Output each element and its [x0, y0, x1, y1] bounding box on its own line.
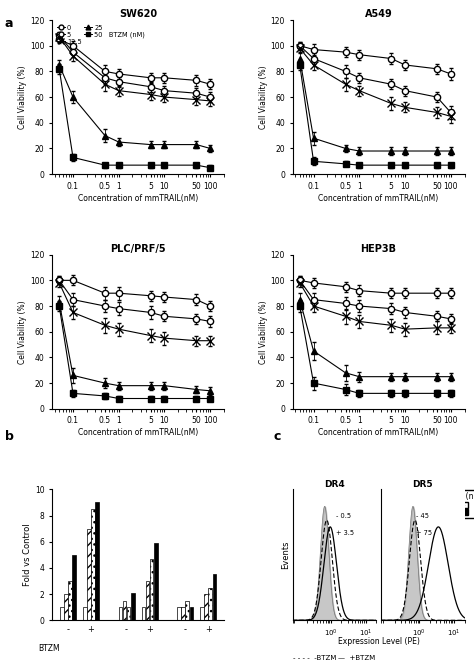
Bar: [204, 594, 208, 620]
Bar: [91, 509, 95, 620]
Title: DR4: DR4: [324, 480, 345, 488]
Legend: 0, 5, 12.5, 25, 50   BTZM (nM): 0, 5, 12.5, 25, 50 BTZM (nM): [55, 23, 146, 46]
Title: PLC/PRF/5: PLC/PRF/5: [110, 244, 166, 254]
Y-axis label: Fold vs Control: Fold vs Control: [23, 524, 32, 586]
Title: HEP3B: HEP3B: [361, 244, 397, 254]
Title: DR5: DR5: [412, 480, 433, 488]
Bar: [146, 581, 149, 620]
Text: - 0.5: - 0.5: [336, 513, 351, 519]
Bar: [209, 588, 212, 620]
Y-axis label: Cell Viability (%): Cell Viability (%): [18, 300, 27, 364]
X-axis label: Concentration of mmTRAIL(nM): Concentration of mmTRAIL(nM): [78, 193, 198, 203]
Bar: [95, 502, 99, 620]
X-axis label: Concentration of mmTRAIL(nM): Concentration of mmTRAIL(nM): [319, 428, 439, 437]
Text: + 75: + 75: [416, 530, 432, 536]
Text: —  +BTZM: — +BTZM: [337, 655, 375, 661]
Bar: [123, 601, 126, 620]
Y-axis label: Cell Viability (%): Cell Viability (%): [259, 65, 268, 129]
Text: + 3.5: + 3.5: [336, 530, 354, 536]
Title: A549: A549: [365, 9, 392, 19]
Bar: [185, 601, 189, 620]
Text: b: b: [5, 430, 14, 443]
Bar: [150, 559, 154, 620]
X-axis label: Concentration of mmTRAIL(nM): Concentration of mmTRAIL(nM): [78, 428, 198, 437]
Bar: [83, 607, 87, 620]
Bar: [127, 607, 130, 620]
Text: - - - -  -BTZM: - - - - -BTZM: [292, 655, 336, 661]
Text: a: a: [5, 17, 13, 29]
Bar: [131, 593, 135, 620]
Bar: [181, 607, 185, 620]
Text: BTZM: BTZM: [38, 644, 60, 653]
Bar: [87, 529, 91, 620]
Y-axis label: Cell Viability (%): Cell Viability (%): [18, 65, 27, 129]
Text: c: c: [273, 430, 281, 443]
Bar: [154, 543, 157, 620]
Y-axis label: Cell Viability (%): Cell Viability (%): [259, 300, 268, 364]
Bar: [118, 607, 122, 620]
Bar: [64, 594, 68, 620]
Bar: [177, 607, 181, 620]
Bar: [142, 607, 145, 620]
X-axis label: Concentration of mmTRAIL(nM): Concentration of mmTRAIL(nM): [319, 193, 439, 203]
Text: - 45: - 45: [416, 513, 429, 519]
Bar: [212, 574, 216, 620]
Title: SW620: SW620: [119, 9, 157, 19]
Legend: 0, 0.1, 0.5, 5: 0, 0.1, 0.5, 5: [423, 490, 474, 518]
Bar: [73, 555, 76, 620]
Bar: [200, 607, 204, 620]
Bar: [190, 607, 193, 620]
Bar: [68, 581, 72, 620]
Y-axis label: Events: Events: [281, 540, 290, 569]
Text: Expression Level (PE): Expression Level (PE): [337, 637, 419, 646]
Bar: [60, 607, 64, 620]
